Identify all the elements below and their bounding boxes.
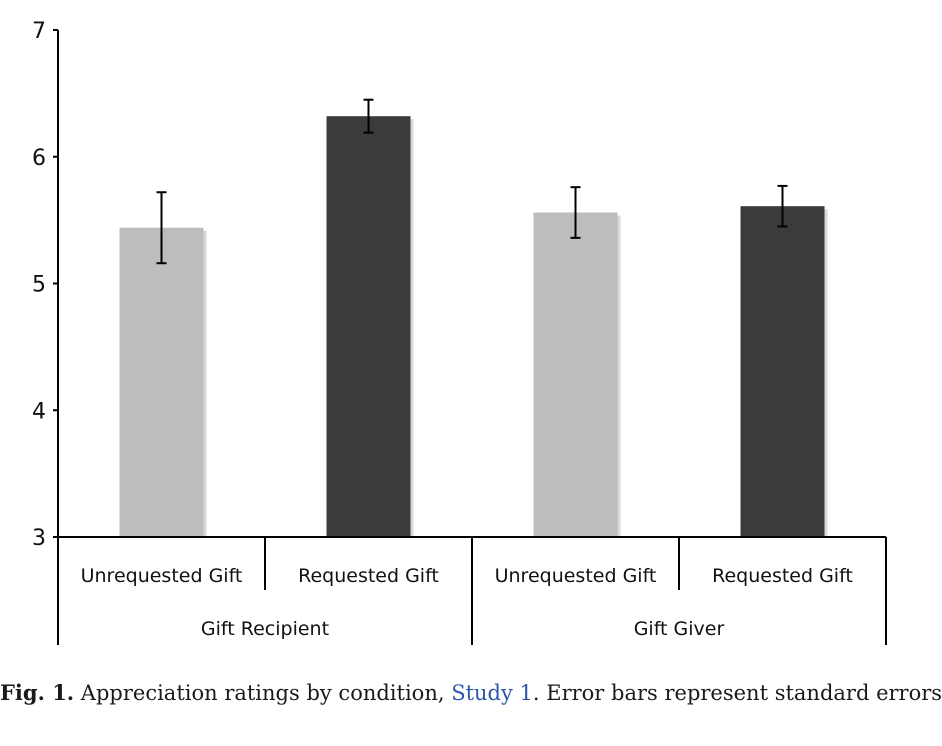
- y-tick-label: 7: [32, 19, 46, 44]
- y-tick-label: 5: [32, 273, 46, 298]
- y-tick-label: 4: [32, 399, 46, 424]
- figure-label: Fig. 1.: [0, 680, 75, 705]
- caption-text-start: Appreciation ratings by condition,: [74, 681, 452, 705]
- category-label: Unrequested Gift: [81, 565, 243, 587]
- group-label: Gift Giver: [634, 618, 725, 640]
- y-tick-label: 3: [32, 526, 46, 551]
- bar: [740, 206, 825, 537]
- caption-text-end: . Error bars represent standard errors.: [532, 681, 942, 705]
- bar: [533, 212, 618, 537]
- y-tick-label: 6: [32, 146, 46, 171]
- figure-caption: Fig. 1. Appreciation ratings by conditio…: [0, 680, 942, 705]
- group-label: Gift Recipient: [201, 618, 329, 640]
- category-label: Requested Gift: [298, 565, 439, 587]
- category-label: Requested Gift: [712, 565, 853, 587]
- category-label: Unrequested Gift: [495, 565, 657, 587]
- bar: [326, 116, 411, 537]
- bar: [119, 227, 204, 538]
- bar-chart: 3 4 5 6 7 Unrequested Gift Requested Gift Unreq…: [32, 19, 887, 645]
- study-link[interactable]: Study 1: [451, 681, 533, 705]
